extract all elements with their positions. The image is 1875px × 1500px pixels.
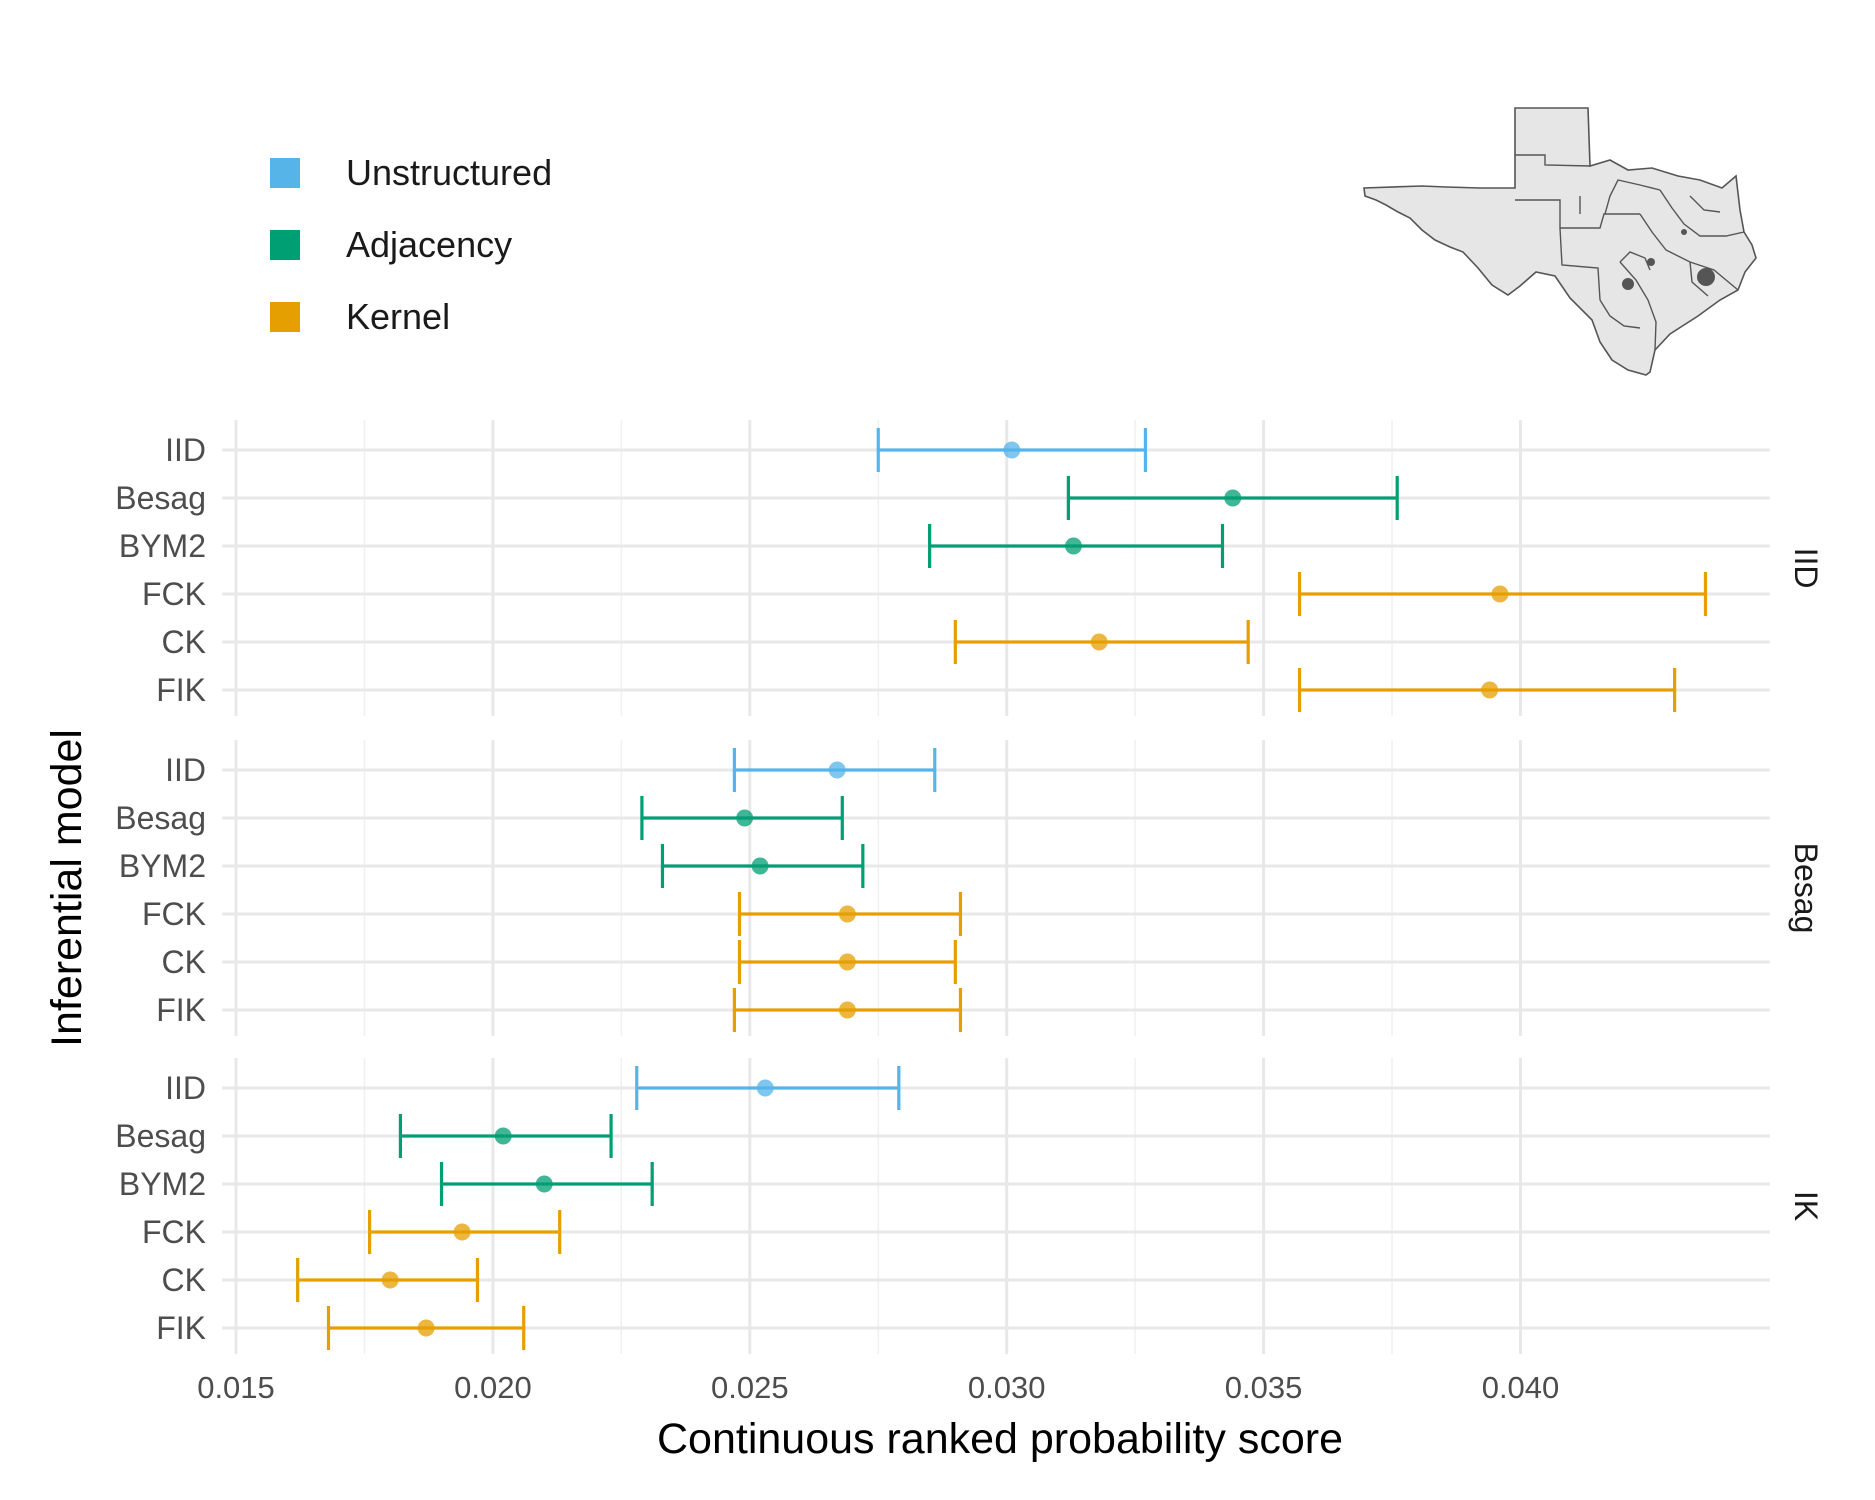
y-tick-label: FCK [142,576,206,612]
facet-label: IK [1788,1191,1824,1221]
point-iid [756,1079,774,1097]
point-fck [453,1223,471,1241]
legend-swatch [270,158,300,188]
x-axis-title: Continuous ranked probability score [657,1415,1343,1463]
facet-panel-ik: IID Besag BYM2 FCK CK FIK IK [115,1058,1824,1354]
point-ck [1090,633,1108,651]
legend-swatch [270,230,300,260]
y-tick-label: FCK [142,896,206,932]
y-tick-label: IID [165,1070,206,1106]
y-tick-label: BYM2 [119,1166,206,1202]
point-ck [381,1271,399,1289]
point-fik [1481,681,1499,699]
x-axis-ticks: 0.015 0.020 0.025 0.030 0.035 0.040 [197,1370,1559,1405]
point-fck [838,905,856,923]
facet-panel-besag: IID Besag BYM2 FCK CK FIK Besag [115,740,1824,1036]
y-tick-label: Besag [115,480,206,516]
legend-swatch [270,302,300,332]
y-tick-label: FIK [156,1310,206,1346]
facet-panels: IID Besag BYM2 FCK CK FIK IID IID Besag BYM2 FCK CK… [115,420,1824,1354]
y-tick-label: FIK [156,672,206,708]
point-bym2 [1064,537,1082,555]
point-ck [838,953,856,971]
y-tick-label: IID [165,752,206,788]
point-fik [838,1001,856,1019]
point-fik [417,1319,435,1337]
point-iid [1003,441,1021,459]
legend-label: Unstructured [346,152,553,193]
y-tick-label: CK [162,944,206,980]
x-tick-label: 0.030 [968,1370,1046,1405]
district-boundaries [1515,154,1745,351]
y-tick-label: Besag [115,1118,206,1154]
x-tick-label: 0.025 [711,1370,789,1405]
point-bym2 [535,1175,553,1193]
x-tick-label: 0.035 [1225,1370,1303,1405]
y-axis-title: Inferential model [43,729,91,1047]
x-tick-label: 0.020 [454,1370,532,1405]
x-tick-label: 0.040 [1482,1370,1560,1405]
point-besag [494,1127,512,1145]
dense-districts [1622,229,1715,290]
y-tick-label: IID [165,432,206,468]
point-iid [828,761,846,779]
facet-label: Besag [1788,843,1824,934]
facet-panel-iid: IID Besag BYM2 FCK CK FIK IID [115,420,1824,716]
y-tick-label: FIK [156,992,206,1028]
point-besag [736,809,754,827]
y-tick-label: BYM2 [119,528,206,564]
texas-outline [1363,107,1757,376]
x-tick-label: 0.015 [197,1370,275,1405]
y-tick-label: Besag [115,800,206,836]
texas-districts-map [1363,107,1757,376]
facet-label: IID [1788,548,1824,589]
y-tick-label: BYM2 [119,848,206,884]
point-bym2 [751,857,769,875]
legend-label: Adjacency [346,224,513,265]
point-besag [1224,489,1242,507]
y-tick-label: FCK [142,1214,206,1250]
point-fck [1491,585,1509,603]
y-tick-label: CK [162,624,206,660]
legend-label: Kernel [346,296,451,337]
y-tick-label: CK [162,1262,206,1298]
